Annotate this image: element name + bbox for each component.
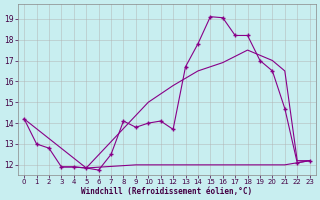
X-axis label: Windchill (Refroidissement éolien,°C): Windchill (Refroidissement éolien,°C) [81,187,252,196]
